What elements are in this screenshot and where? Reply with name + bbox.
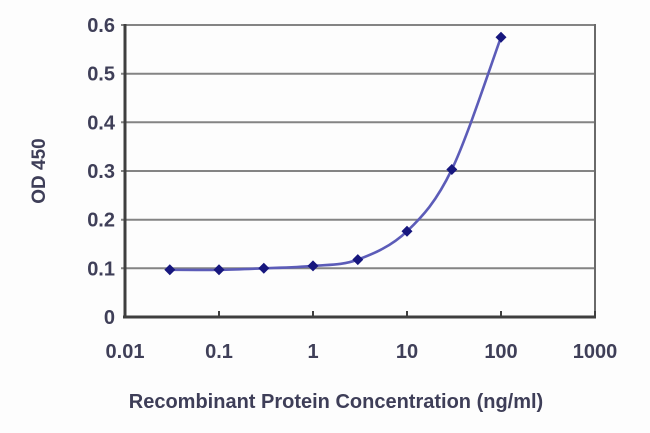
y-tick-label-0.4: 0.4 [87,112,116,134]
x-tick-label-100: 100 [484,341,517,363]
x-tick-label-0.1: 0.1 [205,341,233,363]
y-tick-label-0.2: 0.2 [87,210,115,232]
x-tick-label-1000: 1000 [573,341,618,363]
series-line [168,35,503,272]
y-tick-label-0.5: 0.5 [87,64,115,86]
x-tick-label-0.01: 0.01 [106,341,145,363]
y-axis-title: OD 450 [29,138,50,203]
data-point-1 [307,260,319,272]
data-point-30 [446,164,458,175]
data-point-100 [495,31,507,43]
y-tick-label-0: 0 [104,307,115,329]
y-tick-label-0.3: 0.3 [87,161,115,183]
x-tick-label-1: 1 [307,341,318,363]
x-tick-label-10: 10 [396,341,418,363]
data-point-3 [352,254,364,266]
y-tick-label-0.6: 0.6 [87,15,115,37]
y-tick-label-0.1: 0.1 [87,258,115,280]
data-point-0.3 [258,262,270,274]
data-point-0.03 [164,264,176,276]
x-axis-title: Recombinant Protein Concentration (ng/ml… [129,391,543,413]
data-point-0.1 [213,264,225,276]
data-point-10 [401,225,413,237]
